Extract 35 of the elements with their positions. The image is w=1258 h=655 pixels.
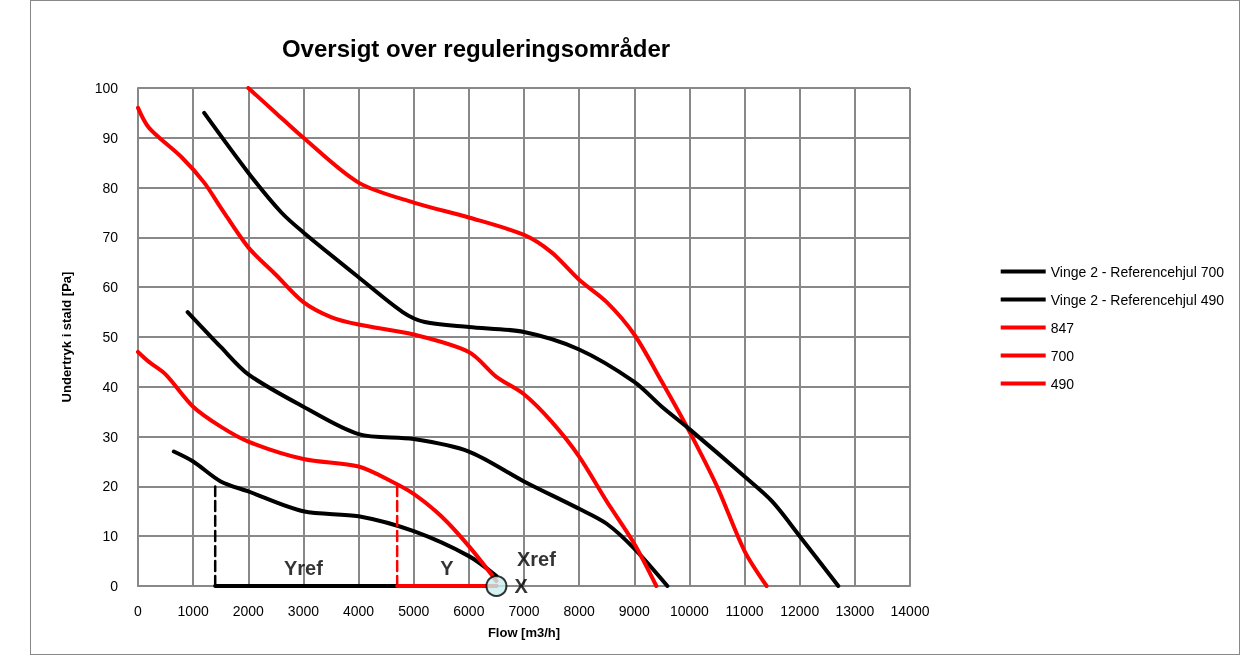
- x-tick-label: 1000: [177, 603, 209, 619]
- x-axis-title: Flow [m3/h]: [487, 625, 561, 640]
- x-tick-label: 13000: [835, 603, 875, 619]
- legend-label: Vinge 2 - Referencehjul 700: [1050, 263, 1225, 280]
- x-tick-label: 9000: [618, 603, 651, 619]
- legend-label: 847: [1050, 319, 1075, 336]
- x-tick-label: 3000: [287, 603, 320, 619]
- annotation: Y: [440, 557, 455, 579]
- legend-label: 700: [1050, 347, 1075, 364]
- x-tick-label: 11000: [725, 603, 764, 619]
- y-tick-label: 70: [102, 229, 119, 246]
- y-tick-label: 0: [110, 578, 119, 594]
- x-tick-label: 4000: [342, 603, 375, 619]
- y-tick-label: 100: [94, 80, 119, 96]
- x-tick-label: 8000: [563, 603, 595, 619]
- x-tick-label: 14000: [890, 603, 930, 619]
- y-tick-label: 90: [102, 129, 119, 146]
- x-tick-label: 10000: [669, 603, 710, 619]
- legend-label: 490: [1050, 375, 1075, 392]
- y-tick-label: 80: [102, 179, 119, 196]
- y-tick-label: 50: [102, 329, 119, 345]
- y-axis-title: Undertryk i stald [Pa]: [59, 271, 74, 403]
- x-tick-label: 0: [134, 603, 143, 619]
- y-tick-label: 60: [102, 279, 119, 296]
- x-tick-label: 12000: [780, 603, 820, 619]
- chart-title: Oversigt over reguleringsområder: [281, 34, 671, 62]
- legend-label: Vinge 2 - Referencehjul 490: [1050, 291, 1225, 308]
- y-tick-label: 40: [102, 378, 119, 395]
- x-tick-label: 6000: [453, 603, 485, 619]
- y-tick-label: 20: [102, 478, 119, 495]
- y-tick-label: 30: [102, 428, 119, 445]
- x-tick-label: 7000: [508, 603, 540, 619]
- x-tick-label: 2000: [232, 603, 265, 619]
- y-tick-label: 10: [102, 528, 119, 545]
- x-tick-label: 5000: [398, 603, 430, 619]
